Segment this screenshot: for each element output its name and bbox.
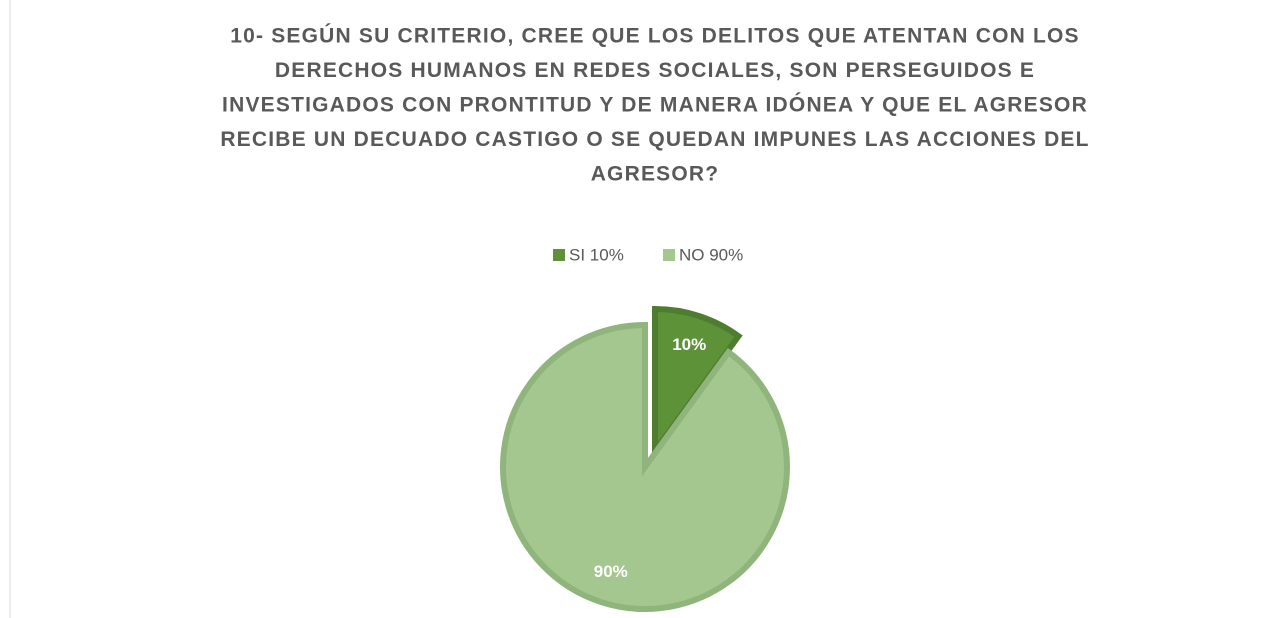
title-line: 10- SEGÚN SU CRITERIO, CREE QUE LOS DELI… xyxy=(230,24,1080,48)
data-label: 90% xyxy=(594,562,628,581)
title-line: RECIBE UN DECUADO CASTIGO O SE QUEDAN IM… xyxy=(220,128,1089,151)
pie-slice xyxy=(500,321,790,612)
legend-label: SI 10% xyxy=(569,245,624,264)
pie-slice xyxy=(652,305,743,461)
legend: SI 10% NO 90% xyxy=(553,245,743,264)
title-line: AGRESOR? xyxy=(591,163,720,186)
data-label: 10% xyxy=(672,335,706,354)
title-line: INVESTIGADOS CON PRONTITUD Y DE MANERA I… xyxy=(222,93,1088,117)
title-line: DERECHOS HUMANOS EN REDES SOCIALES, SON … xyxy=(275,59,1035,82)
legend-swatch xyxy=(553,249,565,261)
legend-label: NO 90% xyxy=(679,245,743,264)
chart-title: 10- SEGÚN SU CRITERIO, CREE QUE LOS DELI… xyxy=(220,24,1089,186)
legend-swatch xyxy=(663,249,675,261)
